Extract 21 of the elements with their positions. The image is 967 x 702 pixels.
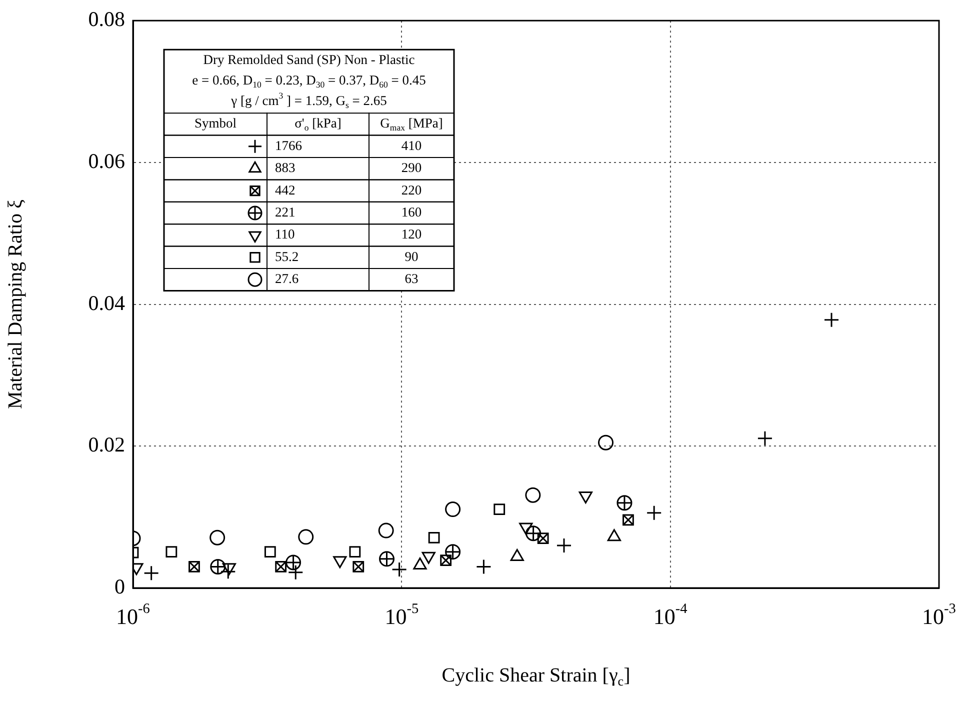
- legend-label: 110: [275, 226, 295, 242]
- legend-label: 27.6: [275, 271, 299, 286]
- y-tick-label: 0.04: [88, 290, 126, 315]
- annotation: 160: [401, 204, 422, 220]
- annotation: 220: [401, 182, 422, 198]
- y-tick-label: 0.06: [88, 148, 125, 173]
- legend-label: 221: [275, 204, 296, 220]
- annotation: 63: [404, 271, 418, 286]
- y-tick-label: 0: [114, 574, 125, 599]
- annotation: 90: [404, 248, 418, 264]
- y-tick-label: 0.02: [88, 432, 125, 457]
- legend-label: 442: [275, 182, 296, 198]
- annotation: 410: [401, 138, 422, 153]
- legend-label: 55.2: [275, 248, 299, 264]
- annotation: Symbol: [194, 116, 237, 131]
- legend-label: 1766: [275, 138, 302, 153]
- annotation: 120: [401, 226, 422, 242]
- legend-label: 883: [275, 160, 296, 176]
- y-tick-label: 0.08: [88, 7, 125, 32]
- y-axis-title: Material Damping Ratio ξ: [4, 200, 26, 410]
- annotation: 290: [401, 160, 422, 176]
